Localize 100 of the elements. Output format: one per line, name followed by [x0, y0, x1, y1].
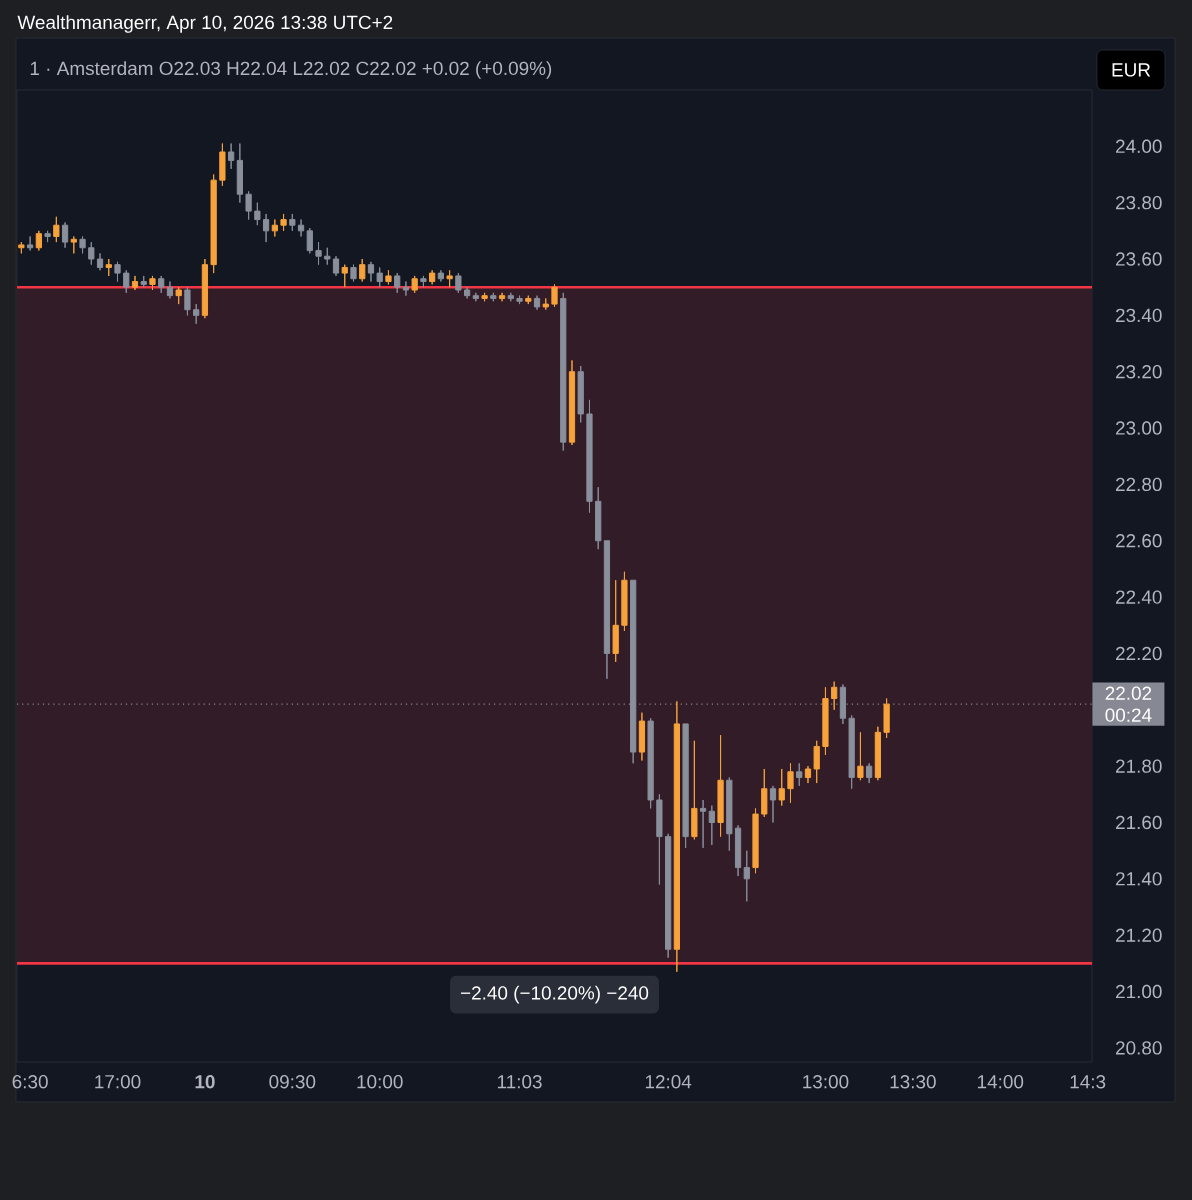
x-tick-label: 10:00: [357, 1075, 403, 1089]
candlestick: [481, 292, 488, 302]
x-tick-label: 13:00: [803, 1075, 849, 1089]
x-tick-label: 14:00: [978, 1075, 1024, 1089]
candlestick: [437, 269, 445, 283]
candlestick: [717, 734, 724, 838]
candlestick: [70, 235, 77, 254]
candlestick: [708, 805, 715, 846]
candlestick: [53, 216, 60, 243]
y-tick-label: 22.20: [1116, 646, 1162, 661]
candlestick: [332, 255, 340, 277]
candlestick: [769, 785, 777, 824]
candlestick: [236, 143, 243, 204]
candlestick: [166, 281, 174, 299]
y-tick-label: 23.80: [1116, 195, 1162, 210]
candlestick: [647, 717, 654, 809]
y-tick-label: 21.80: [1116, 759, 1162, 773]
candlestick: [472, 292, 479, 302]
y-tick-label: 23.60: [1116, 252, 1162, 266]
candlestick: [463, 286, 471, 299]
candlestick: [324, 247, 331, 266]
x-tick-label: 12:04: [645, 1075, 692, 1089]
candlestick: [429, 269, 436, 285]
candlestick: [131, 275, 139, 291]
candlestick: [682, 723, 689, 849]
candlestick: [315, 241, 322, 266]
x-tick-label: 14:3: [1070, 1075, 1106, 1089]
candlestick: [560, 292, 567, 452]
candlestick: [603, 540, 611, 680]
candlestick: [123, 269, 130, 294]
y-tick-label: 22.40: [1116, 590, 1162, 604]
ref-line-label: 22.02 00:24: [1105, 686, 1152, 722]
candlestick: [822, 686, 829, 756]
candlestick: [394, 272, 401, 294]
candlestick: [726, 776, 733, 852]
candlestick: [359, 258, 366, 283]
candlestick: [455, 272, 462, 294]
chart-title: 1 · Amsterdam O22.03 H22.04 L22.02 C22.02 +0.02 (+0.09%): [30, 61, 552, 79]
candlestick: [201, 258, 209, 319]
candlestick: [866, 762, 873, 784]
candlestick: [26, 235, 34, 252]
candlestick: [577, 365, 584, 423]
candlestick: [796, 762, 803, 787]
candlestick: [734, 824, 742, 877]
candlestick: [297, 219, 305, 237]
candlestick: [595, 486, 602, 550]
y-tick-label: 22.80: [1116, 477, 1162, 492]
candlestick: [691, 740, 698, 840]
candlestick: [44, 230, 51, 243]
candlestick: [533, 295, 541, 311]
y-axis-title: EUR: [1112, 63, 1151, 77]
y-tick-label: 23.00: [1116, 421, 1162, 435]
candlestick: [787, 762, 794, 804]
text: Wealthmanagerr, Apr 10, 2026 13:38 UTC+2: [17, 15, 393, 33]
candlestick: [96, 252, 104, 271]
candlestick: [586, 399, 593, 514]
candlestick: [778, 768, 785, 807]
y-tick-label: 21.20: [1116, 928, 1162, 942]
candlestick: [105, 258, 112, 277]
candlestick: [621, 571, 628, 632]
candlestick: [184, 286, 191, 316]
x-tick-label: 10: [195, 1075, 215, 1089]
candlestick: [446, 269, 453, 288]
annotation: −2.40 (−10.20%) −240: [460, 985, 649, 1004]
candlestick: [367, 261, 375, 283]
candlestick: [507, 292, 514, 302]
candlestick: [699, 799, 707, 849]
candlestick: [839, 683, 847, 725]
candlestick: [140, 275, 147, 288]
candlestick: [743, 850, 750, 902]
candlestick: [88, 241, 95, 266]
candlestick: [341, 264, 348, 288]
candlestick: [857, 731, 864, 781]
candlestick: [665, 833, 672, 959]
candlestick: [761, 768, 768, 818]
y-tick-label: 21.60: [1116, 815, 1162, 830]
candlestick: [306, 227, 313, 254]
y-tick-label: 23.20: [1116, 365, 1162, 379]
candlestick: [420, 275, 427, 288]
candlestick: [79, 235, 86, 254]
candlestick: [254, 202, 261, 226]
candlestick: [35, 230, 42, 252]
y-tick-label: 21.40: [1116, 872, 1162, 886]
x-tick-label: 09:30: [269, 1075, 316, 1089]
candlestick: [289, 213, 296, 232]
candlestick: [813, 740, 820, 784]
candlestick: [350, 264, 357, 283]
x-tick-label: 13:30: [890, 1075, 936, 1089]
candlestick: [848, 714, 855, 790]
candlestick: [18, 241, 25, 254]
x-tick-label: 6:30: [12, 1075, 48, 1089]
candlestick: [490, 292, 497, 302]
candlestick: [61, 221, 69, 249]
candlestick: [193, 303, 200, 325]
candlestick: [385, 269, 392, 285]
candlestick: [262, 213, 270, 243]
y-tick-label: 21.00: [1116, 984, 1162, 999]
candlestick: [228, 143, 235, 170]
candlestick: [245, 190, 252, 221]
candlestick: [883, 698, 890, 739]
